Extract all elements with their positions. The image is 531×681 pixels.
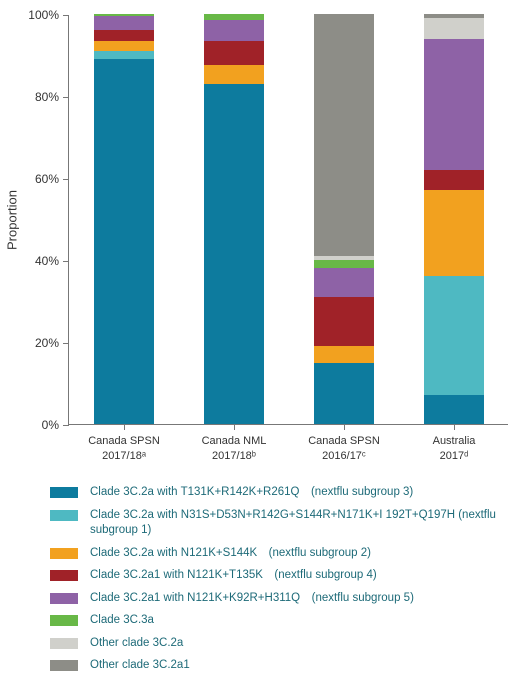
plot-region: 0%20%40%60%80%100%Canada SPSN2017/18ᵃCan… <box>68 15 508 425</box>
y-tick <box>63 261 69 262</box>
y-tick-label: 0% <box>42 418 59 432</box>
legend-label: Clade 3C.3a <box>90 613 154 629</box>
legend-swatch <box>50 510 78 521</box>
y-tick-label: 40% <box>35 254 59 268</box>
y-tick-label: 20% <box>35 336 59 350</box>
legend-item: Clade 3C.2a with T131K+R142K+R261Q (next… <box>50 485 500 501</box>
x-category-line2: 2017ᵈ <box>433 449 476 464</box>
bar-segment <box>314 346 375 362</box>
bar-segment <box>94 59 155 424</box>
legend: Clade 3C.2a with T131K+R142K+R261Q (next… <box>50 485 500 681</box>
legend-swatch <box>50 570 78 581</box>
x-category-line2: 2016/17ᶜ <box>308 449 380 464</box>
x-category-line1: Canada NML <box>202 434 267 449</box>
y-tick-label: 100% <box>28 8 59 22</box>
legend-swatch <box>50 615 78 626</box>
bar-segment <box>314 268 375 297</box>
legend-swatch <box>50 487 78 498</box>
bar-segment <box>424 18 485 39</box>
legend-swatch <box>50 593 78 604</box>
chart-area: 0%20%40%60%80%100%Canada SPSN2017/18ᵃCan… <box>68 15 508 425</box>
bar-segment <box>94 51 155 59</box>
x-category-line1: Canada SPSN <box>88 434 160 449</box>
x-category-label: Canada NML2017/18ᵇ <box>202 434 267 464</box>
y-tick <box>63 15 69 16</box>
bar <box>204 14 265 424</box>
y-tick <box>63 425 69 426</box>
y-tick-label: 60% <box>35 172 59 186</box>
bar-segment <box>204 65 265 83</box>
x-category-label: Australia2017ᵈ <box>433 434 476 464</box>
y-tick <box>63 97 69 98</box>
bar-segment <box>314 297 375 346</box>
chart-container: Proportion 0%20%40%60%80%100%Canada SPSN… <box>0 0 531 662</box>
bar-segment <box>424 39 485 170</box>
legend-label: Clade 3C.2a with T131K+R142K+R261Q (next… <box>90 485 413 501</box>
bar-segment <box>94 41 155 51</box>
legend-item: Clade 3C.2a1 with N121K+K92R+H311Q (next… <box>50 591 500 607</box>
x-tick <box>234 424 235 430</box>
y-tick-label: 80% <box>35 90 59 104</box>
legend-item: Other clade 3C.2a1 <box>50 658 500 674</box>
x-tick <box>124 424 125 430</box>
x-tick <box>454 424 455 430</box>
legend-label: Clade 3C.2a1 with N121K+T135K (nextflu s… <box>90 568 377 584</box>
x-category-label: Canada SPSN2016/17ᶜ <box>308 434 380 464</box>
legend-swatch <box>50 638 78 649</box>
legend-item: Clade 3C.2a with N121K+S144K (nextflu su… <box>50 546 500 562</box>
x-tick <box>344 424 345 430</box>
x-category-line1: Canada SPSN <box>308 434 380 449</box>
bar-segment <box>314 14 375 256</box>
bar-segment <box>424 276 485 395</box>
x-category-label: Canada SPSN2017/18ᵃ <box>88 434 160 464</box>
legend-swatch <box>50 548 78 559</box>
bar-segment <box>424 190 485 276</box>
bar-segment <box>204 84 265 424</box>
legend-item: Clade 3C.2a1 with N121K+T135K (nextflu s… <box>50 568 500 584</box>
bar <box>94 14 155 424</box>
bar-segment <box>94 16 155 30</box>
bar-segment <box>94 30 155 40</box>
x-category-line1: Australia <box>433 434 476 449</box>
bar-segment <box>314 260 375 268</box>
y-axis-label: Proportion <box>5 190 20 250</box>
bar <box>314 14 375 424</box>
y-tick <box>63 179 69 180</box>
bar-segment <box>424 395 485 424</box>
legend-label: Clade 3C.2a with N31S+D53N+R142G+S144R+N… <box>90 508 500 539</box>
legend-label: Clade 3C.2a with N121K+S144K (nextflu su… <box>90 546 371 562</box>
legend-label: Other clade 3C.2a <box>90 636 183 652</box>
bar <box>424 14 485 424</box>
x-category-line2: 2017/18ᵇ <box>202 449 267 464</box>
legend-item: Other clade 3C.2a <box>50 636 500 652</box>
legend-label: Clade 3C.2a1 with N121K+K92R+H311Q (next… <box>90 591 414 607</box>
legend-label: Other clade 3C.2a1 <box>90 658 190 674</box>
bar-segment <box>204 20 265 41</box>
bar-segment <box>204 41 265 66</box>
legend-item: Clade 3C.2a with N31S+D53N+R142G+S144R+N… <box>50 508 500 539</box>
bar-segment <box>314 363 375 425</box>
bar-segment <box>424 170 485 191</box>
y-tick <box>63 343 69 344</box>
legend-item: Clade 3C.3a <box>50 613 500 629</box>
x-category-line2: 2017/18ᵃ <box>88 449 160 464</box>
